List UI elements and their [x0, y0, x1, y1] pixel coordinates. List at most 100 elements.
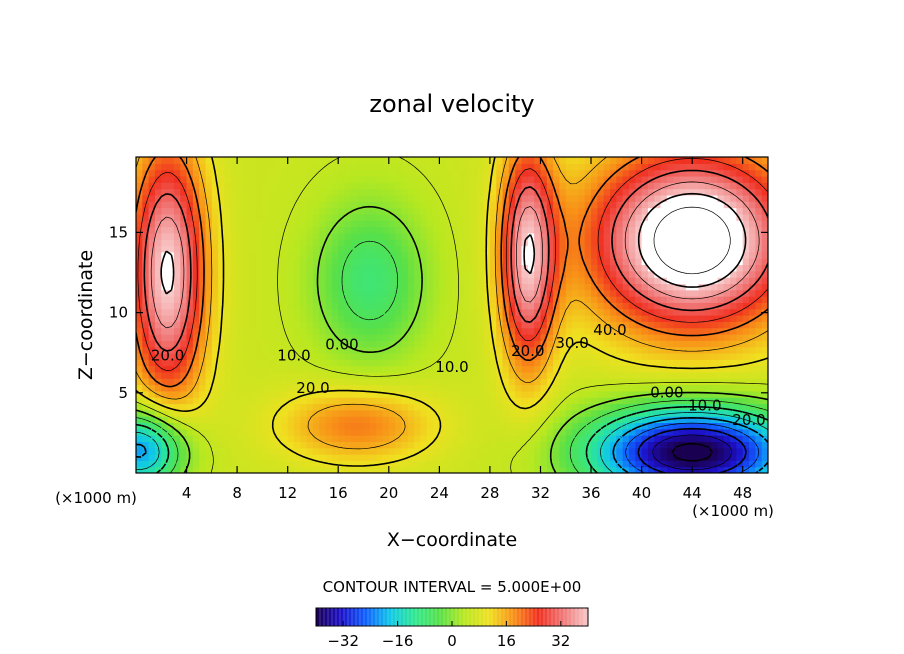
field-cell	[654, 289, 662, 297]
field-cell	[350, 302, 358, 310]
field-cell	[256, 270, 263, 278]
field-cell	[755, 352, 763, 360]
field-cell	[338, 194, 346, 202]
field-cell	[186, 340, 194, 348]
field-cell	[275, 308, 282, 316]
field-cell	[256, 428, 263, 436]
field-cell	[325, 435, 333, 442]
field-cell	[755, 428, 763, 436]
field-cell	[363, 258, 371, 266]
field-cell	[458, 378, 466, 386]
field-cell	[401, 454, 409, 461]
field-cell	[496, 207, 504, 215]
field-cell	[749, 207, 756, 215]
field-cell	[262, 239, 270, 247]
field-cell	[401, 384, 409, 392]
field-cell	[508, 239, 516, 247]
field-cell	[534, 232, 542, 240]
field-cell	[565, 403, 573, 411]
field-cell	[660, 169, 668, 177]
field-cell	[433, 454, 440, 461]
field-cell	[180, 194, 188, 202]
field-cell	[243, 277, 251, 284]
field-cell	[534, 327, 542, 335]
field-cell	[395, 258, 403, 266]
field-cell	[679, 321, 687, 329]
field-cell	[755, 365, 763, 373]
field-cell	[420, 447, 428, 455]
field-cell	[635, 397, 643, 405]
field-cell	[426, 422, 434, 430]
field-cell	[635, 277, 643, 284]
field-cell	[256, 169, 263, 177]
field-cell	[192, 397, 200, 405]
field-cell	[641, 384, 649, 392]
field-cell	[546, 460, 554, 468]
field-cell	[742, 220, 750, 228]
field-cell	[331, 283, 339, 291]
field-cell	[161, 163, 169, 171]
field-cell	[338, 175, 346, 183]
field-cell	[717, 239, 725, 247]
field-cell	[470, 454, 478, 461]
field-cell	[319, 157, 327, 164]
field-cell	[717, 157, 725, 164]
field-cell	[464, 409, 472, 417]
field-cell	[458, 397, 466, 405]
field-cell	[369, 327, 377, 335]
field-cell	[546, 359, 554, 367]
field-cell	[395, 220, 403, 228]
field-cell	[161, 352, 169, 360]
field-cell	[508, 390, 516, 398]
field-cell	[628, 239, 636, 247]
field-cell	[597, 435, 605, 442]
field-cell	[736, 226, 744, 234]
field-cell	[154, 428, 162, 436]
field-cell	[287, 264, 295, 272]
field-cell	[426, 321, 434, 329]
field-cell	[281, 163, 289, 171]
field-cell	[464, 460, 472, 468]
field-cell	[199, 182, 207, 190]
field-cell	[761, 340, 768, 348]
field-cell	[230, 182, 238, 190]
field-cell	[679, 371, 687, 379]
field-cell	[679, 296, 687, 303]
field-cell	[205, 245, 213, 253]
field-cell	[660, 346, 668, 354]
field-cell	[622, 466, 630, 473]
field-cell	[736, 308, 744, 316]
field-cell	[496, 194, 504, 202]
field-cell	[679, 157, 687, 164]
field-cell	[445, 188, 453, 196]
field-cell	[420, 188, 428, 196]
field-cell	[395, 239, 403, 247]
field-cell	[338, 232, 346, 240]
field-cell	[281, 435, 289, 442]
field-cell	[496, 441, 504, 449]
field-cell	[161, 447, 169, 455]
field-cell	[527, 460, 535, 468]
field-cell	[508, 321, 516, 329]
field-cell	[559, 277, 567, 284]
field-cell	[584, 258, 592, 266]
field-cell	[546, 226, 554, 234]
field-cell	[761, 169, 768, 177]
field-cell	[749, 188, 756, 196]
field-cell	[679, 277, 687, 284]
field-cell	[452, 188, 459, 196]
field-cell	[344, 175, 352, 183]
field-cell	[616, 157, 624, 164]
field-cell	[350, 277, 358, 284]
field-cell	[237, 232, 245, 240]
field-cell	[597, 428, 605, 436]
field-cell	[622, 315, 630, 322]
field-cell	[692, 258, 700, 266]
field-cell	[679, 194, 687, 202]
field-cell	[736, 466, 744, 473]
field-cell	[654, 239, 662, 247]
field-cell	[167, 416, 175, 424]
field-cell	[205, 302, 213, 310]
field-cell	[559, 264, 567, 272]
field-cell	[673, 169, 681, 177]
